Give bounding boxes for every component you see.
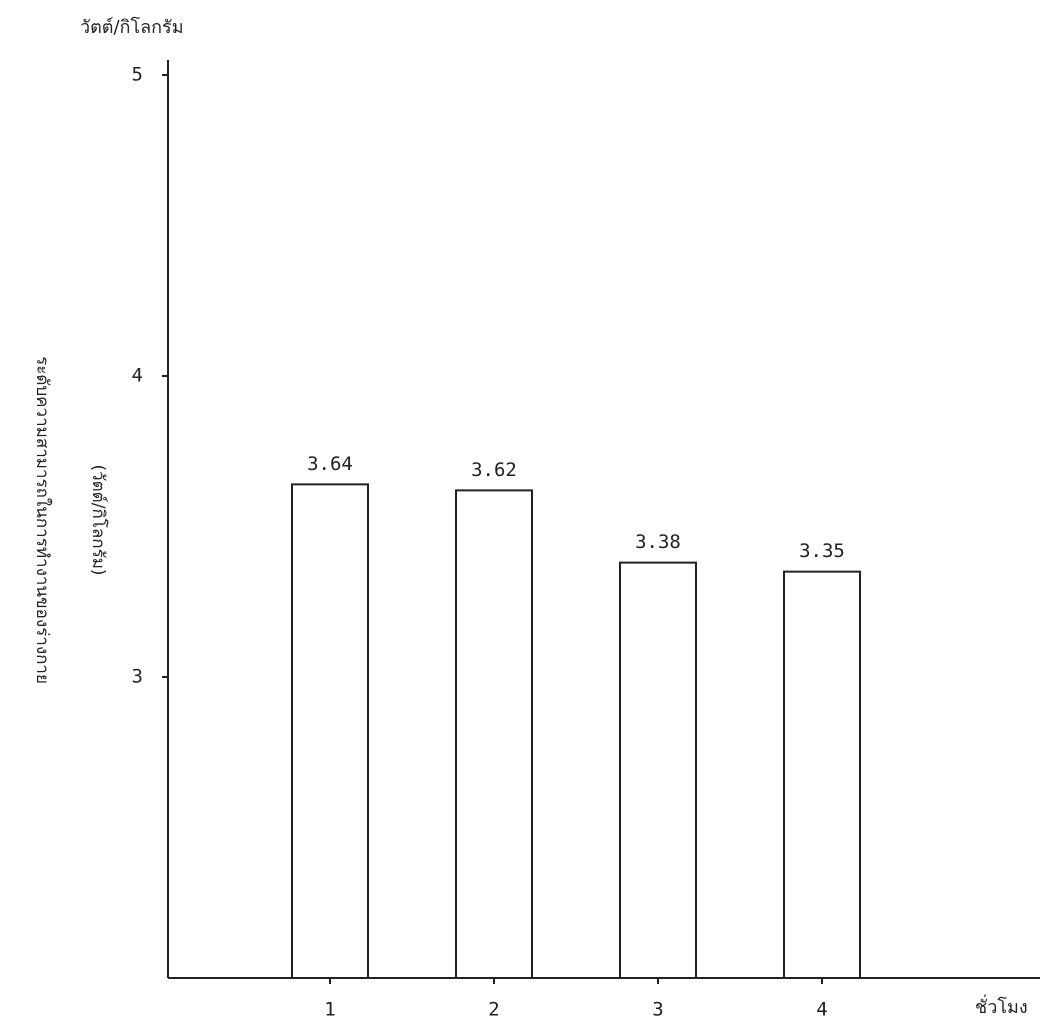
bar [783, 570, 861, 980]
value-label: 3.62 [471, 459, 517, 481]
x-tick-label: 1 [324, 999, 335, 1021]
x-tick-label: 4 [816, 999, 827, 1021]
y-tick-label: 5 [132, 64, 143, 86]
x-tick-label: 3 [652, 999, 663, 1021]
value-label: 3.35 [799, 540, 845, 562]
y-tick-label: 4 [132, 365, 143, 387]
x-tick-label: 2 [488, 999, 499, 1021]
y-unit: วัตต์/กิโลกรัม [80, 16, 184, 38]
value-label: 3.38 [635, 531, 681, 553]
y-axis-label: ระดับความสามารถในการทำงานของร่างกาย [32, 356, 53, 684]
bar [455, 489, 533, 979]
bar [619, 561, 697, 979]
bar [291, 483, 369, 979]
y-tick-label: 3 [132, 666, 143, 688]
x-axis-label: ชั่วโมง [975, 994, 1028, 1018]
y-axis-label-unit: (วัตต์/กิโลกรัม) [88, 464, 109, 575]
value-label: 3.64 [307, 453, 353, 475]
